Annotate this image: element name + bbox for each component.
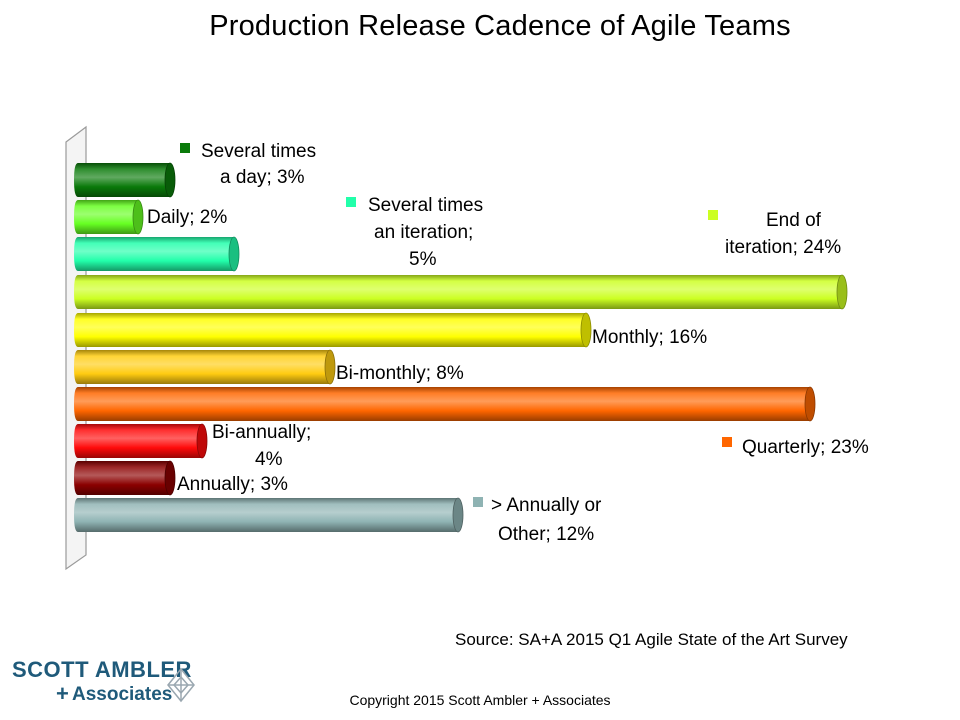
data-labels-group: Several times a day; 3% Daily; 2% Several t…: [147, 141, 869, 545]
data-label-3-line-0: End of: [766, 210, 822, 231]
data-label-8-line-0: Annually; 3%: [177, 474, 288, 495]
data-label-9-line-1: Other; 12%: [498, 524, 594, 545]
data-label-7-line-1: 4%: [255, 449, 283, 470]
bar-bi-monthly: [74, 349, 336, 385]
bar-several-times-an-iteration: [74, 236, 240, 272]
data-label-9-line-0: > Annually or: [491, 495, 602, 516]
source-note: Source: SA+A 2015 Q1 Agile State of the …: [455, 630, 848, 649]
bar-monthly: [74, 312, 592, 348]
label-marker-0: [180, 143, 190, 153]
data-label-0-line-1: a day; 3%: [220, 167, 305, 188]
bars-group: [74, 162, 848, 533]
data-label-4-line-0: Monthly; 16%: [592, 327, 707, 348]
data-label-2-line-2: 5%: [409, 249, 437, 270]
bar-quarterly: [74, 386, 816, 422]
bar-bi-annually: [74, 423, 208, 459]
data-label-3-line-1: iteration; 24%: [725, 237, 841, 258]
chart-title: Production Release Cadence of Agile Team…: [209, 10, 791, 42]
data-label-2-line-1: an iteration;: [374, 222, 473, 243]
data-label-5-line-0: Bi-monthly; 8%: [336, 363, 464, 384]
logo-text-line2: Associates: [72, 684, 173, 705]
data-label-1-line-0: Daily; 2%: [147, 207, 227, 228]
copyright-note: Copyright 2015 Scott Ambler + Associates: [349, 692, 611, 708]
data-label-7-line-0: Bi-annually;: [212, 422, 311, 443]
bar-annually-or-other: [74, 497, 464, 533]
logo-plus: +: [56, 681, 69, 706]
label-marker-6: [722, 437, 732, 447]
data-label-6-line-0: Quarterly; 23%: [742, 437, 869, 458]
data-label-2-line-0: Several times: [368, 195, 483, 216]
bar-end-of-iteration: [74, 274, 848, 310]
logo-diamond-icon: [167, 667, 195, 703]
bar-daily: [74, 199, 144, 235]
logo-text-line1: SCOTT AMBLER: [12, 657, 192, 682]
label-marker-3: [708, 210, 718, 220]
bar-several-times-a-day: [74, 162, 176, 198]
data-label-0-line-0: Several times: [201, 141, 316, 162]
label-marker-9: [473, 497, 483, 507]
label-marker-2: [346, 197, 356, 207]
company-logo: SCOTT AMBLER + Associates: [12, 657, 202, 712]
bar-annually: [74, 460, 176, 496]
